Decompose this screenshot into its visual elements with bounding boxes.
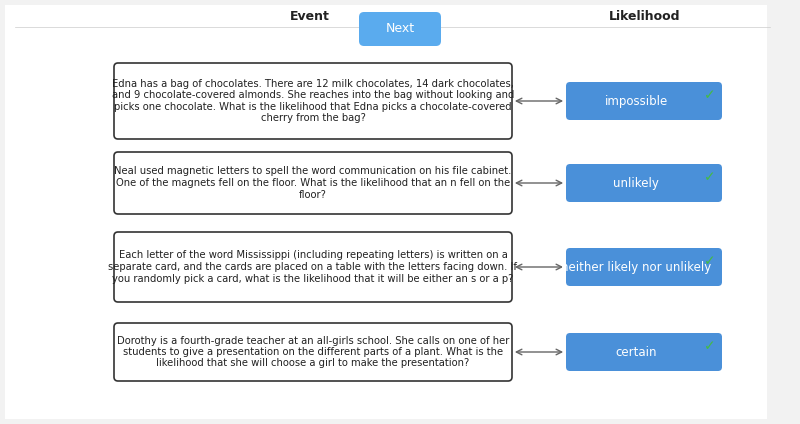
Text: picks one chocolate. What is the likelihood that Edna picks a chocolate-covered: picks one chocolate. What is the likelih… (114, 102, 512, 112)
Text: separate card, and the cards are placed on a table with the letters facing down.: separate card, and the cards are placed … (109, 262, 518, 272)
Text: ✓: ✓ (704, 254, 716, 268)
Text: ✓: ✓ (704, 88, 716, 102)
Text: you randomly pick a card, what is the likelihood that it will be either an s or : you randomly pick a card, what is the li… (112, 273, 514, 284)
Text: likelihood that she will choose a girl to make the presentation?: likelihood that she will choose a girl t… (156, 359, 470, 368)
Text: neither likely nor unlikely: neither likely nor unlikely (561, 260, 711, 273)
Text: and 9 chocolate-covered almonds. She reaches into the bag without looking and: and 9 chocolate-covered almonds. She rea… (112, 90, 514, 100)
Text: One of the magnets fell on the floor. What is the likelihood that an n fell on t: One of the magnets fell on the floor. Wh… (116, 178, 510, 188)
FancyBboxPatch shape (566, 164, 722, 202)
FancyBboxPatch shape (359, 12, 441, 46)
Text: Next: Next (386, 22, 414, 36)
Text: Edna has a bag of chocolates. There are 12 milk chocolates, 14 dark chocolates,: Edna has a bag of chocolates. There are … (112, 79, 514, 89)
FancyBboxPatch shape (5, 5, 767, 419)
Text: students to give a presentation on the different parts of a plant. What is the: students to give a presentation on the d… (123, 347, 503, 357)
Text: cherry from the bag?: cherry from the bag? (261, 113, 366, 123)
Text: Likelihood: Likelihood (610, 9, 681, 22)
Text: floor?: floor? (299, 190, 327, 200)
FancyBboxPatch shape (114, 232, 512, 302)
Text: Each letter of the word Mississippi (including repeating letters) is written on : Each letter of the word Mississippi (inc… (118, 251, 507, 260)
Text: Neal used magnetic letters to spell the word communication on his file cabinet.: Neal used magnetic letters to spell the … (114, 167, 512, 176)
FancyBboxPatch shape (114, 63, 512, 139)
Text: certain: certain (615, 346, 657, 359)
FancyBboxPatch shape (566, 82, 722, 120)
Text: ✓: ✓ (704, 339, 716, 353)
Text: impossible: impossible (604, 95, 668, 108)
Text: Dorothy is a fourth-grade teacher at an all-girls school. She calls on one of he: Dorothy is a fourth-grade teacher at an … (117, 335, 509, 346)
Text: unlikely: unlikely (613, 176, 659, 190)
FancyBboxPatch shape (114, 152, 512, 214)
Text: ✓: ✓ (704, 170, 716, 184)
Text: Event: Event (290, 9, 330, 22)
FancyBboxPatch shape (566, 248, 722, 286)
FancyBboxPatch shape (114, 323, 512, 381)
FancyBboxPatch shape (566, 333, 722, 371)
